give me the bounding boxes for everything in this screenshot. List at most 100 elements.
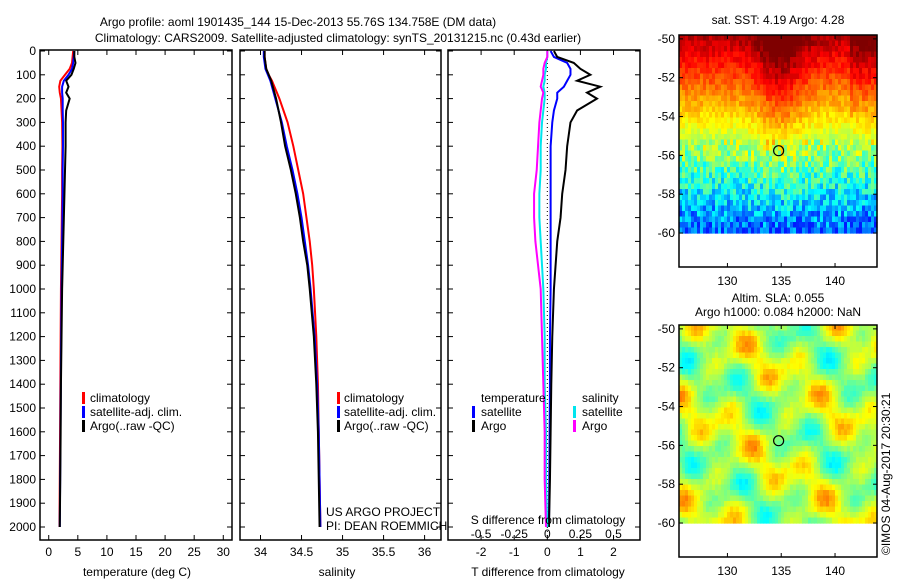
map-cell bbox=[691, 347, 695, 354]
map-cell bbox=[751, 374, 755, 381]
map-cell bbox=[838, 222, 842, 229]
map-cell bbox=[802, 57, 806, 64]
map-cell bbox=[727, 380, 731, 387]
map-cell bbox=[730, 325, 734, 332]
map-cell bbox=[802, 79, 806, 86]
map-cell bbox=[826, 484, 830, 491]
map-cell bbox=[715, 40, 719, 47]
map-cell bbox=[709, 35, 713, 42]
map-cell bbox=[736, 424, 740, 431]
map-cell bbox=[811, 156, 815, 163]
map-cell bbox=[820, 200, 824, 207]
map-cell bbox=[850, 446, 854, 453]
map-cell bbox=[694, 391, 698, 398]
map-cell bbox=[871, 435, 875, 442]
map-cell bbox=[742, 407, 746, 414]
map-cell bbox=[862, 457, 866, 464]
map-cell bbox=[787, 363, 791, 370]
map-cell bbox=[742, 490, 746, 497]
map-cell bbox=[736, 150, 740, 157]
map-cell bbox=[817, 325, 821, 332]
map-cell bbox=[844, 106, 848, 113]
map-cell bbox=[724, 506, 728, 513]
map-cell bbox=[826, 222, 830, 229]
map-cell bbox=[754, 341, 758, 348]
map-cell bbox=[733, 227, 737, 234]
map-cell bbox=[712, 374, 716, 381]
map-cell bbox=[736, 336, 740, 343]
map-cell bbox=[703, 473, 707, 480]
map-cell bbox=[703, 424, 707, 431]
map-cell bbox=[679, 517, 683, 524]
map-cell bbox=[847, 396, 851, 403]
map-cell bbox=[820, 374, 824, 381]
map-cell bbox=[781, 451, 785, 458]
map-cell bbox=[748, 352, 752, 359]
map-cell bbox=[754, 79, 758, 86]
map-cell bbox=[679, 161, 683, 168]
map-cell bbox=[826, 391, 830, 398]
map-cell bbox=[697, 325, 701, 332]
map-cell bbox=[871, 106, 875, 113]
map-cell bbox=[748, 490, 752, 497]
map-cell bbox=[814, 440, 818, 447]
map-cell bbox=[763, 484, 767, 491]
map-cell bbox=[871, 352, 875, 359]
map-cell bbox=[859, 189, 863, 196]
map-cell bbox=[784, 227, 788, 234]
map-cell bbox=[745, 161, 749, 168]
map-cell bbox=[793, 418, 797, 425]
map-cell bbox=[838, 369, 842, 376]
map-cell bbox=[805, 189, 809, 196]
map-cell bbox=[784, 512, 788, 519]
map-cell bbox=[820, 205, 824, 212]
map-cell bbox=[715, 51, 719, 58]
map-cell bbox=[796, 407, 800, 414]
map-cell bbox=[733, 46, 737, 53]
map-cell bbox=[811, 413, 815, 420]
map-cell bbox=[742, 446, 746, 453]
map-cell bbox=[820, 62, 824, 69]
map-cell bbox=[808, 95, 812, 102]
map-cell bbox=[796, 205, 800, 212]
map-cell bbox=[865, 347, 869, 354]
map-cell bbox=[871, 385, 875, 392]
map-cell bbox=[844, 161, 848, 168]
map-cell bbox=[796, 167, 800, 174]
map-cell bbox=[832, 446, 836, 453]
map-cell bbox=[826, 194, 830, 201]
map-cell bbox=[799, 95, 803, 102]
map-cell bbox=[709, 325, 713, 332]
map-cell bbox=[682, 336, 686, 343]
map-cell bbox=[691, 435, 695, 442]
map-cell bbox=[820, 369, 824, 376]
map-cell bbox=[691, 128, 695, 135]
map-cell bbox=[745, 167, 749, 174]
map-cell bbox=[868, 112, 872, 119]
map-cell bbox=[850, 325, 854, 332]
map-cell bbox=[685, 117, 689, 124]
map-cell bbox=[679, 123, 683, 130]
map-cell bbox=[844, 57, 848, 64]
map-cell bbox=[811, 358, 815, 365]
map-cell bbox=[706, 336, 710, 343]
map-cell bbox=[850, 189, 854, 196]
map-cell bbox=[772, 134, 776, 141]
map-cell bbox=[733, 84, 737, 91]
map-cell bbox=[694, 380, 698, 387]
map-cell bbox=[775, 352, 779, 359]
map-cell bbox=[706, 62, 710, 69]
map-cell bbox=[841, 468, 845, 475]
map-cell bbox=[769, 358, 773, 365]
map-cell bbox=[679, 330, 683, 337]
map-cell bbox=[796, 200, 800, 207]
map-cell bbox=[748, 112, 752, 119]
map-cell bbox=[736, 194, 740, 201]
map-cell bbox=[754, 150, 758, 157]
map-cell bbox=[730, 128, 734, 135]
map-cell bbox=[781, 468, 785, 475]
map-cell bbox=[688, 150, 692, 157]
map-cell bbox=[694, 106, 698, 113]
map-cell bbox=[742, 90, 746, 97]
map-cell bbox=[730, 194, 734, 201]
